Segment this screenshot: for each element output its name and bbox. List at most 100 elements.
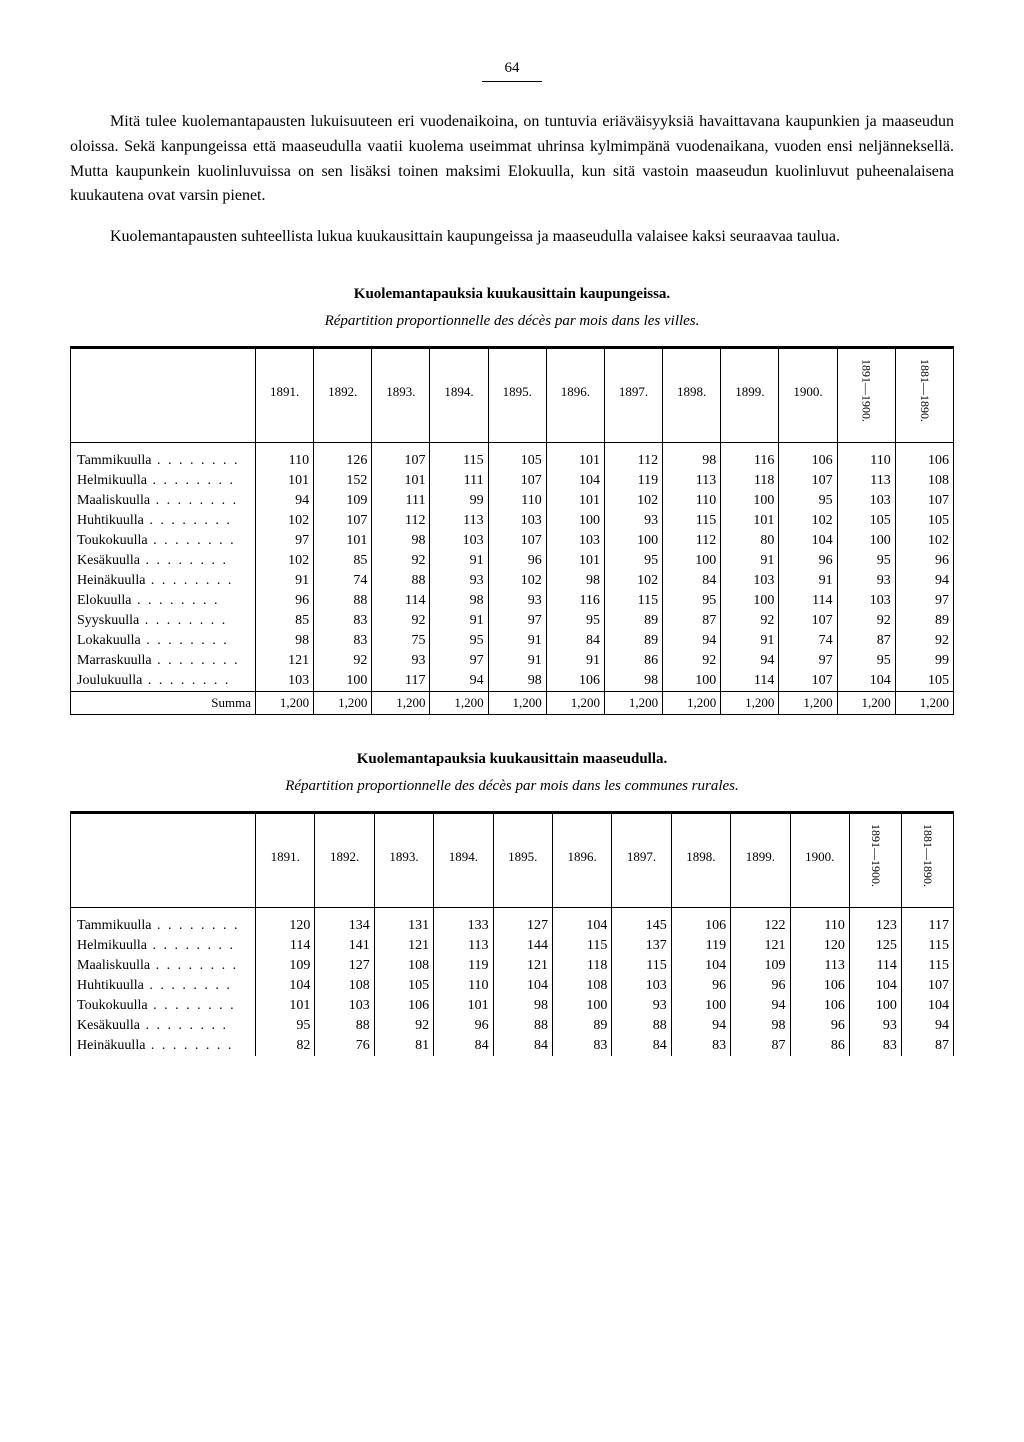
paragraph-2: Kuolemantapausten suhteellista lukua kuu… xyxy=(70,225,954,250)
summa-cell: 1,200 xyxy=(663,691,721,714)
data-cell: 94 xyxy=(895,571,953,591)
month-label: Maaliskuulla . . . . . . . . xyxy=(71,956,256,976)
data-cell: 83 xyxy=(552,1036,611,1056)
data-cell: 115 xyxy=(552,936,611,956)
month-label: Syyskuulla . . . . . . . . xyxy=(71,611,256,631)
data-cell: 91 xyxy=(256,571,314,591)
range-header: 1891—1900. xyxy=(849,812,901,901)
data-cell: 99 xyxy=(895,651,953,671)
data-cell: 127 xyxy=(315,956,374,976)
year-header: 1893. xyxy=(372,347,430,436)
month-label: Tammikuulla . . . . . . . . xyxy=(71,907,256,936)
data-cell: 91 xyxy=(488,651,546,671)
year-header: 1892. xyxy=(314,347,372,436)
data-cell: 118 xyxy=(552,956,611,976)
data-cell: 96 xyxy=(895,551,953,571)
data-cell: 105 xyxy=(895,671,953,692)
data-cell: 94 xyxy=(430,671,488,692)
data-cell: 93 xyxy=(372,651,430,671)
data-cell: 94 xyxy=(721,651,779,671)
data-cell: 96 xyxy=(790,1016,849,1036)
data-cell: 105 xyxy=(488,442,546,471)
data-cell: 110 xyxy=(488,491,546,511)
month-label: Elokuulla . . . . . . . . xyxy=(71,591,256,611)
data-cell: 115 xyxy=(612,956,671,976)
data-cell: 89 xyxy=(604,631,662,651)
data-cell: 85 xyxy=(314,551,372,571)
data-cell: 85 xyxy=(256,611,314,631)
data-cell: 103 xyxy=(837,491,895,511)
page-number-underline xyxy=(482,81,542,82)
data-cell: 107 xyxy=(779,671,837,692)
data-cell: 108 xyxy=(552,976,611,996)
data-cell: 100 xyxy=(552,996,611,1016)
table-cities: 1891.1892.1893.1894.1895.1896.1897.1898.… xyxy=(70,346,954,715)
data-cell: 101 xyxy=(256,996,315,1016)
year-header: 1900. xyxy=(790,812,849,901)
data-cell: 101 xyxy=(721,511,779,531)
data-cell: 99 xyxy=(430,491,488,511)
data-cell: 115 xyxy=(663,511,721,531)
data-cell: 103 xyxy=(612,976,671,996)
year-header: 1900. xyxy=(779,347,837,436)
data-cell: 109 xyxy=(731,956,790,976)
data-cell: 91 xyxy=(430,611,488,631)
summa-cell: 1,200 xyxy=(779,691,837,714)
data-cell: 96 xyxy=(671,976,730,996)
data-cell: 110 xyxy=(256,442,314,471)
data-cell: 86 xyxy=(790,1036,849,1056)
month-label: Marraskuulla . . . . . . . . xyxy=(71,651,256,671)
data-cell: 98 xyxy=(546,571,604,591)
data-cell: 93 xyxy=(488,591,546,611)
month-label: Kesäkuulla . . . . . . . . xyxy=(71,1016,256,1036)
year-header: 1895. xyxy=(488,347,546,436)
month-label: Helmikuulla . . . . . . . . xyxy=(71,471,256,491)
data-cell: 152 xyxy=(314,471,372,491)
data-cell: 106 xyxy=(895,442,953,471)
summa-cell: 1,200 xyxy=(430,691,488,714)
data-cell: 84 xyxy=(663,571,721,591)
data-cell: 114 xyxy=(721,671,779,692)
data-cell: 91 xyxy=(430,551,488,571)
year-header: 1896. xyxy=(552,812,611,901)
data-cell: 100 xyxy=(546,511,604,531)
data-cell: 107 xyxy=(314,511,372,531)
data-cell: 83 xyxy=(314,631,372,651)
data-cell: 113 xyxy=(663,471,721,491)
year-header: 1898. xyxy=(671,812,730,901)
data-cell: 106 xyxy=(374,996,433,1016)
data-cell: 89 xyxy=(552,1016,611,1036)
data-cell: 103 xyxy=(721,571,779,591)
data-cell: 137 xyxy=(612,936,671,956)
month-label: Heinäkuulla . . . . . . . . xyxy=(71,571,256,591)
data-cell: 114 xyxy=(256,936,315,956)
data-cell: 120 xyxy=(256,907,315,936)
summa-cell: 1,200 xyxy=(895,691,953,714)
month-label: Heinäkuulla . . . . . . . . xyxy=(71,1036,256,1056)
data-cell: 88 xyxy=(315,1016,374,1036)
table2-heading: Kuolemantapauksia kuukausittain maaseudu… xyxy=(70,751,954,768)
data-cell: 104 xyxy=(671,956,730,976)
data-cell: 102 xyxy=(604,491,662,511)
year-header: 1894. xyxy=(434,812,493,901)
data-cell: 97 xyxy=(430,651,488,671)
data-cell: 101 xyxy=(372,471,430,491)
data-cell: 92 xyxy=(663,651,721,671)
data-cell: 95 xyxy=(779,491,837,511)
data-cell: 102 xyxy=(604,571,662,591)
data-cell: 144 xyxy=(493,936,552,956)
data-cell: 110 xyxy=(790,907,849,936)
range-header: 1881—1890. xyxy=(895,347,953,436)
data-cell: 107 xyxy=(779,611,837,631)
data-cell: 115 xyxy=(430,442,488,471)
month-header-blank xyxy=(71,347,256,436)
month-label: Toukokuulla . . . . . . . . xyxy=(71,531,256,551)
data-cell: 83 xyxy=(849,1036,901,1056)
data-cell: 127 xyxy=(493,907,552,936)
data-cell: 119 xyxy=(604,471,662,491)
data-cell: 84 xyxy=(546,631,604,651)
data-cell: 101 xyxy=(546,491,604,511)
month-header-blank xyxy=(71,812,256,901)
data-cell: 114 xyxy=(849,956,901,976)
data-cell: 121 xyxy=(374,936,433,956)
